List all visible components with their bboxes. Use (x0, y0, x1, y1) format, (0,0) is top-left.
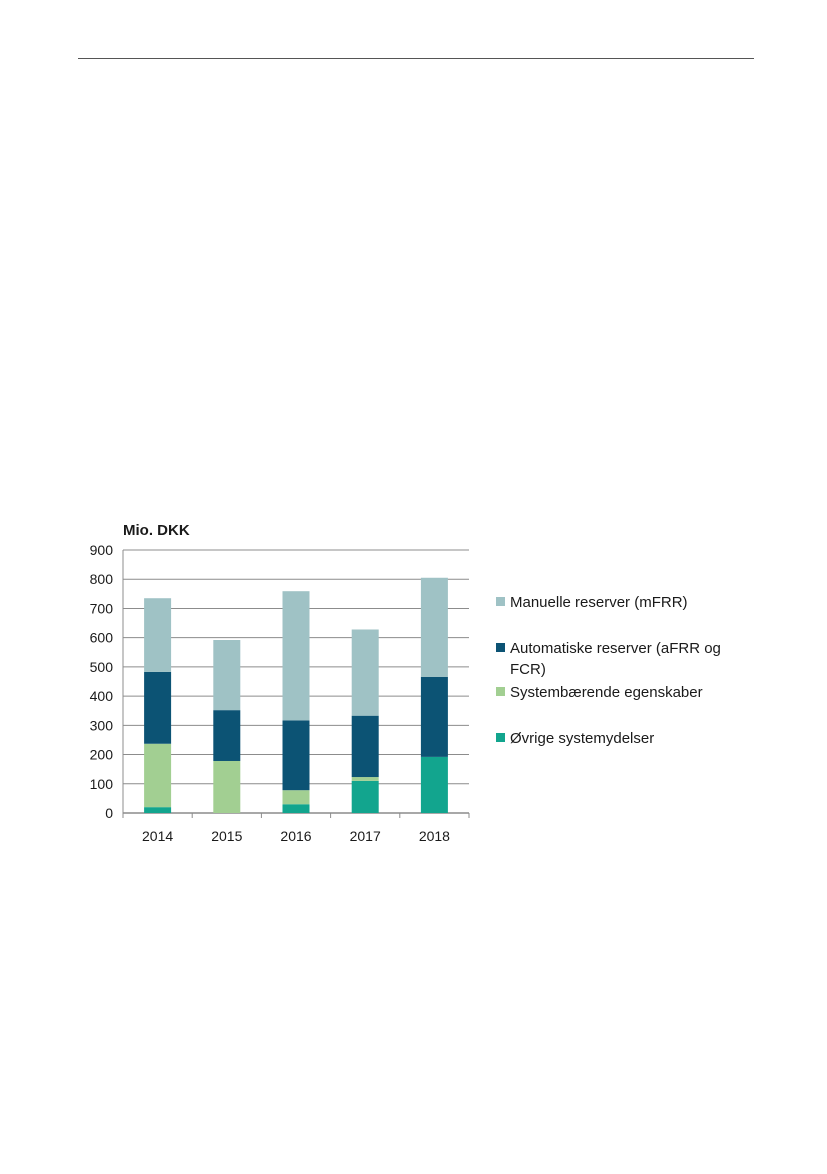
bar-segment (351, 629, 379, 716)
bar-segment (420, 756, 448, 813)
y-tick-label: 800 (90, 571, 114, 587)
x-tick-label: 2015 (211, 828, 242, 844)
y-tick-label: 200 (90, 747, 114, 763)
x-tick-label: 2017 (350, 828, 381, 844)
y-tick-label: 0 (105, 805, 113, 821)
legend-label-line: Manuelle reserver (mFRR) (510, 594, 688, 611)
legend-label: Øvrige systemydelser (510, 730, 654, 747)
bar-segment (420, 676, 448, 757)
bar-segment (282, 720, 310, 791)
legend-swatch (496, 597, 505, 606)
bar-segment (282, 790, 310, 805)
y-tick-label: 600 (90, 630, 114, 646)
unit-label: Mio. DKK (123, 522, 190, 539)
bar-segment (213, 640, 241, 711)
bar-segment (420, 577, 448, 677)
x-tick-label: 2016 (280, 828, 311, 844)
bar-segment (144, 743, 172, 808)
legend-label: Systembærende egenskaber (510, 684, 703, 701)
legend-label-line: Systembærende egenskaber (510, 684, 703, 701)
bar-segment (351, 780, 379, 813)
bar-segment (144, 807, 172, 813)
legend-label-line: FCR) (510, 661, 546, 678)
x-tick-label: 2014 (142, 828, 173, 844)
bar-segment (282, 804, 310, 813)
y-tick-label: 900 (90, 542, 114, 558)
legend-label-line: Automatiske reserver (aFRR og (510, 640, 721, 657)
bar-segment (144, 671, 172, 744)
y-tick-label: 100 (90, 776, 114, 792)
legend-swatch (496, 733, 505, 742)
bar-segment (213, 710, 241, 761)
legend-swatch (496, 643, 505, 652)
legend-swatch (496, 687, 505, 696)
y-tick-label: 300 (90, 717, 114, 733)
header-rule (78, 58, 754, 59)
x-tick-label: 2018 (419, 828, 450, 844)
bar-segment (351, 715, 379, 778)
y-tick-label: 400 (90, 688, 114, 704)
y-tick-label: 700 (90, 600, 114, 616)
bar-segment (351, 777, 379, 781)
bar-segment (282, 591, 310, 721)
legend-label: Manuelle reserver (mFRR) (510, 594, 688, 611)
legend-label: Automatiske reserver (aFRR og FCR) (510, 640, 721, 678)
bar-segment (144, 598, 172, 672)
legend-label-line: Øvrige systemydelser (510, 730, 654, 747)
bar-segment (213, 760, 241, 813)
y-tick-label: 500 (90, 659, 114, 675)
